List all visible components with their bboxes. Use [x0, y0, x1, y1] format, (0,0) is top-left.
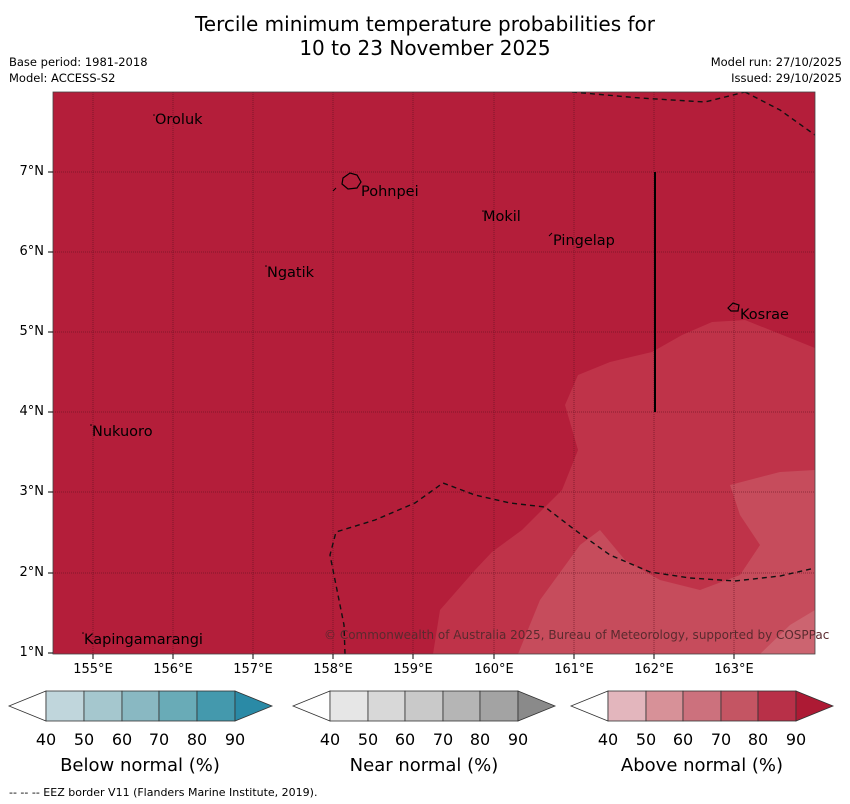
model-run: Model run: 27/10/2025 — [710, 55, 842, 69]
cb-near-tick-70: 70 — [432, 730, 454, 749]
region-above-50 — [760, 610, 815, 654]
place-mokil: Mokil — [483, 209, 521, 225]
region-above-60 — [518, 470, 815, 654]
meta-left: Base period: 1981-2018 Model: ACCESS-S2 — [9, 54, 148, 86]
colorbar-near-label: Near normal (%) — [349, 755, 499, 776]
colorbar-near-normal — [291, 690, 557, 722]
cb-below-tick-40: 40 — [35, 730, 57, 749]
place-kapingamarangi: Kapingamarangi — [84, 632, 203, 648]
cb-near-tick-40: 40 — [319, 730, 341, 749]
lon-tick-163e: 163°E — [714, 662, 754, 677]
lon-tick-159e: 159°E — [393, 662, 433, 677]
cb-below-tick-50: 50 — [73, 730, 95, 749]
lat-tick-2n: 2°N — [19, 565, 45, 580]
lon-tick-161e: 161°E — [554, 662, 594, 677]
cb-above-tick-70: 70 — [710, 730, 732, 749]
issued-date: Issued: 29/10/2025 — [731, 71, 842, 85]
pohnpei-island-outline — [341, 172, 362, 190]
cb-below-tick-60: 60 — [111, 730, 133, 749]
cb-above-tick-50: 50 — [635, 730, 657, 749]
cb-below-tick-80: 80 — [186, 730, 208, 749]
cb-above-tick-40: 40 — [597, 730, 619, 749]
graticule — [53, 92, 815, 654]
model-name: Model: ACCESS-S2 — [9, 71, 116, 85]
cb-near-tick-50: 50 — [357, 730, 379, 749]
ngatik-marker — [265, 265, 267, 267]
colorbar-below-normal — [7, 690, 274, 722]
lon-tick-158e: 158°E — [313, 662, 353, 677]
lat-tick-4n: 4°N — [19, 404, 45, 419]
pingelap-marker — [548, 232, 553, 237]
cb-above-tick-90: 90 — [785, 730, 807, 749]
cb-near-tick-60: 60 — [394, 730, 416, 749]
colorbars — [7, 690, 835, 722]
title-line-1: Tercile minimum temperature probabilitie… — [194, 12, 656, 36]
lon-tick-160e: 160°E — [474, 662, 514, 677]
axis-ticks — [48, 171, 735, 659]
lon-tick-155e: 155°E — [73, 662, 113, 677]
lon-tick-162e: 162°E — [634, 662, 674, 677]
region-above-70 — [433, 320, 815, 654]
mokil-marker — [482, 210, 484, 212]
lon-tick-156e: 156°E — [153, 662, 193, 677]
cb-below-tick-90: 90 — [224, 730, 246, 749]
place-ngatik: Ngatik — [267, 265, 315, 281]
place-kosrae: Kosrae — [740, 307, 789, 323]
lon-tick-157e: 157°E — [233, 662, 273, 677]
place-oroluk: Oroluk — [155, 112, 203, 128]
nukuoro-marker — [90, 424, 92, 426]
lat-tick-3n: 3°N — [19, 484, 45, 499]
chart-title: Tercile minimum temperature probabilitie… — [0, 12, 850, 60]
probability-field — [53, 92, 815, 654]
map-frame — [52, 91, 816, 655]
place-pohnpei: Pohnpei — [361, 184, 419, 200]
kosrae-island-outline — [727, 302, 740, 312]
cb-near-tick-90: 90 — [507, 730, 529, 749]
colorbar-below-label: Below normal (%) — [60, 755, 220, 776]
copyright-notice: © Commonwealth of Australia 2025, Bureau… — [324, 628, 830, 642]
eez-footnote: -- -- -- EEZ border V11 (Flanders Marine… — [9, 786, 318, 799]
kapingamarangi-marker — [82, 632, 84, 634]
base-period: Base period: 1981-2018 — [9, 55, 148, 69]
lat-tick-7n: 7°N — [19, 164, 45, 179]
colorbar-above-label: Above normal (%) — [620, 755, 784, 776]
lat-tick-5n: 5°N — [19, 324, 45, 339]
islet-mark — [332, 187, 337, 192]
oroluk-marker — [153, 114, 155, 116]
cb-above-tick-80: 80 — [747, 730, 769, 749]
cb-below-tick-70: 70 — [148, 730, 170, 749]
place-pingelap: Pingelap — [553, 233, 615, 249]
title-line-2: 10 to 23 November 2025 — [299, 36, 551, 60]
cb-above-tick-60: 60 — [672, 730, 694, 749]
place-nukuoro: Nukuoro — [92, 424, 153, 440]
eez-border — [329, 92, 815, 654]
colorbar-above-normal — [569, 690, 835, 722]
lat-tick-1n: 1°N — [19, 645, 45, 660]
lat-tick-6n: 6°N — [19, 244, 45, 259]
cb-near-tick-80: 80 — [469, 730, 491, 749]
meta-right: Model run: 27/10/2025 Issued: 29/10/2025 — [711, 54, 842, 86]
